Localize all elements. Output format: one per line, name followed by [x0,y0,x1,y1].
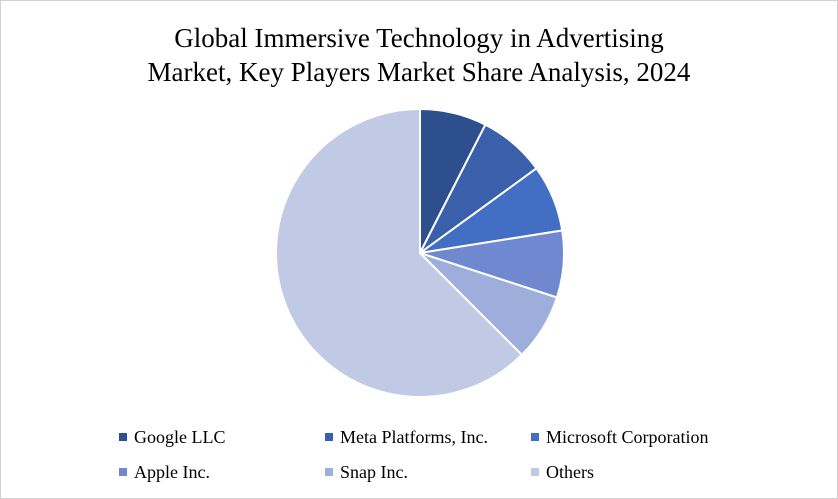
legend-swatch-snap [325,468,333,476]
legend-label-others: Others [546,462,594,482]
legend-label-microsoft: Microsoft Corporation [546,427,709,447]
legend-swatch-google [119,433,127,441]
chart-title: Global Immersive Technology in Advertisi… [1,21,837,89]
legend-label-google: Google LLC [134,427,226,447]
legend-label-snap: Snap Inc. [340,462,408,482]
legend-item-microsoft: Microsoft Corporation [531,426,761,448]
legend-swatch-apple [119,468,127,476]
legend-label-apple: Apple Inc. [134,462,210,482]
legend: Google LLC Meta Platforms, Inc. Microsof… [119,426,799,483]
pie-slice-others [275,108,523,398]
legend-swatch-meta [325,433,333,441]
legend-item-google: Google LLC [119,426,325,448]
legend-swatch-microsoft [531,433,539,441]
legend-item-meta: Meta Platforms, Inc. [325,426,531,448]
legend-item-snap: Snap Inc. [325,461,531,483]
legend-label-meta: Meta Platforms, Inc. [340,427,488,447]
legend-item-apple: Apple Inc. [119,461,325,483]
legend-swatch-others [531,468,539,476]
chart-title-line-2: Market, Key Players Market Share Analysi… [147,57,691,87]
legend-item-others: Others [531,461,761,483]
chart-title-line-1: Global Immersive Technology in Advertisi… [174,23,664,53]
